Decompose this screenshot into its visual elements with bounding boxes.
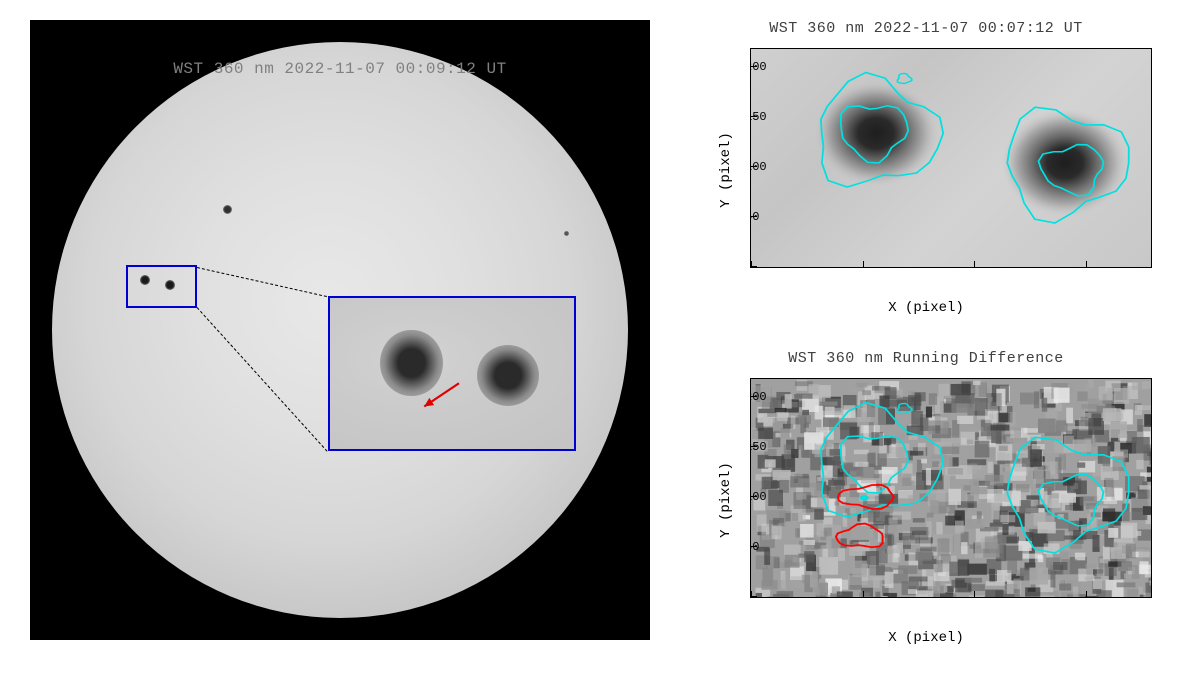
solar-frame: WST 360 nm 2022-11-07 00:09:12 UT (30, 20, 650, 640)
figure-container: WST 360 nm 2022-11-07 00:09:12 UT WST 36… (0, 0, 1202, 682)
chart-top-ylabel: Y (pixel) (718, 132, 734, 208)
chart-top: WST 360 nm 2022-11-07 00:07:12 UT Y (pix… (680, 20, 1172, 320)
chart-bottom-bg (751, 379, 1151, 597)
chart-bottom-plot-area: 0501001502000100200300 (750, 378, 1152, 598)
chart-bottom: WST 360 nm Running Difference Y (pixel) … (680, 350, 1172, 650)
chart-bottom-xlabel: X (pixel) (680, 630, 1172, 646)
solar-image-title: WST 360 nm 2022-11-07 00:09:12 UT (30, 60, 650, 78)
sunspot (165, 280, 175, 290)
chart-top-bg (751, 49, 1151, 267)
roi-box (126, 265, 197, 308)
inset-background (330, 298, 574, 449)
sunspot (223, 205, 232, 214)
left-panel: WST 360 nm 2022-11-07 00:09:12 UT (30, 20, 650, 662)
chart-top-xlabel: X (pixel) (680, 300, 1172, 316)
chart-bottom-title: WST 360 nm Running Difference (680, 350, 1172, 367)
chart-bottom-svg (751, 379, 1151, 597)
chart-top-svg (751, 49, 1151, 267)
right-panel: WST 360 nm 2022-11-07 00:07:12 UT Y (pix… (680, 20, 1172, 662)
chart-bottom-ylabel: Y (pixel) (718, 462, 734, 538)
chart-top-title: WST 360 nm 2022-11-07 00:07:12 UT (680, 20, 1172, 37)
chart-top-plot-area: 0501001502000100200300 (750, 48, 1152, 268)
inset-box (328, 296, 576, 451)
